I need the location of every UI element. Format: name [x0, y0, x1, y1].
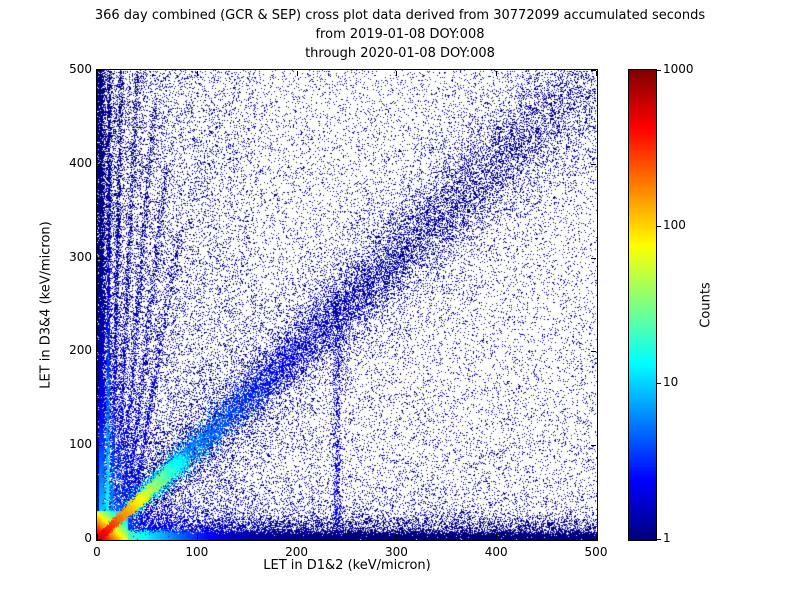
- colorbar-tick-label: 100: [663, 218, 686, 233]
- chart-subtitle-through: through 2020-01-08 DOY:008: [305, 46, 495, 61]
- x-tick-mark-bottom: [396, 534, 398, 539]
- y-axis-label: LET in D3&4 (keV/micron): [38, 221, 54, 389]
- y-tick-mark-left: [97, 351, 102, 353]
- chart-title: 366 day combined (GCR & SEP) cross plot …: [94, 8, 706, 23]
- x-tick-label: 100: [185, 545, 209, 559]
- y-tick-mark-left: [97, 70, 102, 71]
- y-tick-label: 0: [84, 531, 92, 545]
- x-tick-mark-bottom: [496, 534, 498, 539]
- plot-area: [96, 69, 598, 541]
- y-tick-mark-left: [97, 163, 102, 165]
- y-tick-mark-right: [591, 539, 596, 540]
- x-tick-mark-bottom: [97, 534, 98, 539]
- colorbar-tick-label: 10: [663, 374, 679, 389]
- y-tick-label: 300: [69, 249, 92, 264]
- colorbar-gradient-canvas: [629, 70, 656, 540]
- colorbar-tick-label: 1000: [663, 62, 694, 76]
- y-tick-label: 500: [69, 62, 92, 76]
- y-tick-mark-left: [97, 257, 102, 259]
- colorbar-label: Counts: [698, 282, 714, 328]
- colorbar: [628, 69, 657, 541]
- x-tick-label: 500: [584, 545, 608, 559]
- y-tick-label: 200: [69, 343, 92, 358]
- x-tick-mark-bottom: [196, 534, 198, 539]
- x-tick-mark-top: [97, 71, 98, 76]
- x-tick-mark-top: [196, 71, 198, 76]
- y-tick-mark-right: [591, 257, 596, 259]
- y-tick-mark-right: [591, 445, 596, 447]
- x-tick-mark-top: [296, 71, 298, 76]
- y-tick-label: 400: [69, 155, 92, 170]
- colorbar-tick-mark: [657, 226, 661, 228]
- y-tick-mark-left: [97, 539, 102, 540]
- x-tick-label: 400: [484, 545, 508, 559]
- x-tick-mark-top: [396, 71, 398, 76]
- y-tick-mark-right: [591, 351, 596, 353]
- y-tick-mark-right: [591, 70, 596, 71]
- x-tick-mark-top: [496, 71, 498, 76]
- x-tick-label: 200: [285, 545, 309, 559]
- x-tick-label: 0: [93, 545, 101, 559]
- y-tick-label: 100: [69, 437, 92, 452]
- colorbar-tick-mark: [657, 539, 661, 540]
- colorbar-tick-mark: [657, 382, 661, 384]
- x-tick-mark-bottom: [296, 534, 298, 539]
- colorbar-tick-label: 1: [663, 531, 671, 545]
- title-block: 366 day combined (GCR & SEP) cross plot …: [0, 6, 800, 63]
- colorbar-tick-mark: [657, 70, 661, 71]
- x-tick-label: 300: [384, 545, 408, 559]
- y-tick-mark-right: [591, 163, 596, 165]
- y-tick-mark-left: [97, 445, 102, 447]
- x-axis-label: LET in D1&2 (keV/micron): [263, 558, 431, 573]
- x-tick-mark-bottom: [596, 534, 597, 539]
- x-tick-mark-top: [596, 71, 597, 76]
- chart-subtitle-from: from 2019-01-08 DOY:008: [315, 27, 485, 42]
- scatter-density-canvas: [97, 70, 597, 540]
